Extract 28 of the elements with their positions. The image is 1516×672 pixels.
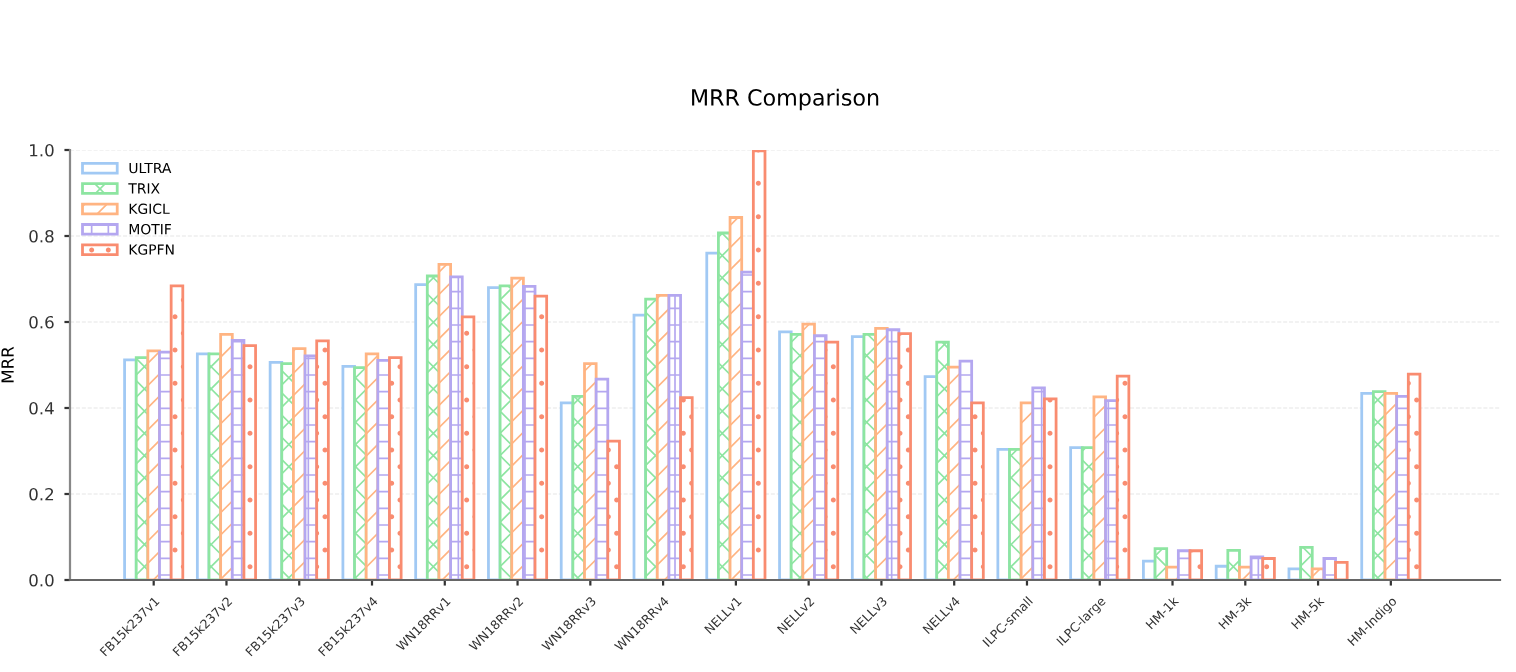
bar bbox=[1043, 397, 1058, 580]
bar bbox=[824, 340, 840, 580]
bar bbox=[1261, 557, 1276, 580]
y-axis-title: MRR bbox=[1, 346, 14, 383]
y-tick-label: 1.0 bbox=[30, 143, 54, 157]
bar bbox=[533, 294, 549, 580]
chart-title: MRR Comparison bbox=[692, 88, 879, 111]
bar bbox=[315, 339, 330, 580]
bar bbox=[1188, 549, 1204, 580]
bar bbox=[1299, 545, 1314, 580]
bar bbox=[388, 356, 403, 580]
bar bbox=[606, 439, 621, 580]
y-tick-label: 0.8 bbox=[29, 229, 54, 243]
bar bbox=[1334, 560, 1349, 580]
bar bbox=[970, 401, 985, 580]
bar bbox=[897, 332, 912, 580]
bar bbox=[242, 344, 257, 580]
y-tick-label: 0.0 bbox=[29, 573, 54, 587]
bar bbox=[460, 315, 476, 580]
bar bbox=[679, 396, 694, 580]
bar bbox=[1115, 374, 1131, 580]
y-tick-label: 0.6 bbox=[29, 315, 54, 329]
bar bbox=[1406, 372, 1422, 580]
y-tick-label: 0.4 bbox=[29, 401, 54, 415]
bar bbox=[169, 284, 185, 580]
bar bbox=[1226, 548, 1241, 580]
y-tick-label: 0.2 bbox=[29, 487, 54, 501]
bar bbox=[751, 150, 767, 580]
